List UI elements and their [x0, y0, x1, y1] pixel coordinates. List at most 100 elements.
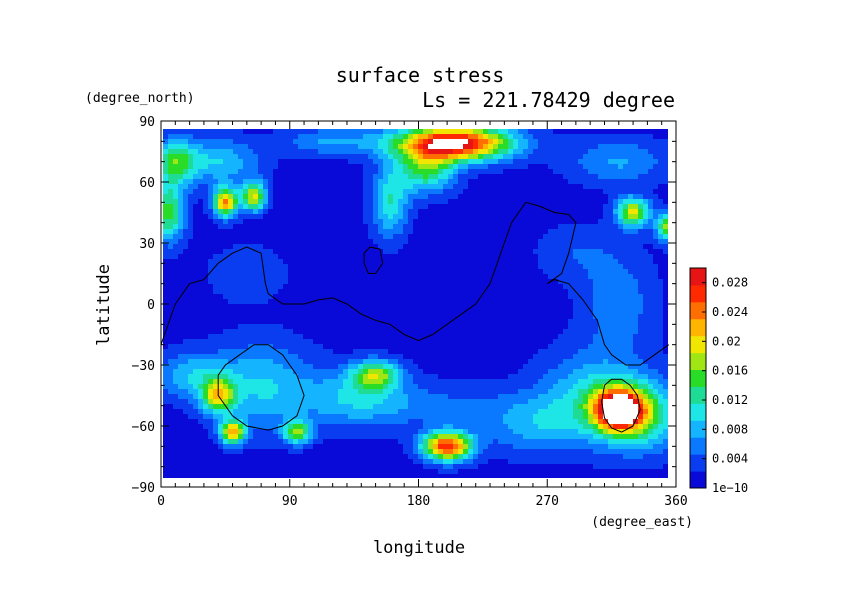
field-cell [573, 169, 578, 174]
field-cell [578, 229, 583, 234]
field-cell [298, 184, 303, 189]
field-cell [413, 159, 418, 164]
field-cell [293, 229, 298, 234]
field-cell [528, 329, 533, 334]
field-cell [228, 174, 233, 179]
field-cell [353, 299, 358, 304]
field-cell [348, 174, 353, 179]
field-cell [638, 184, 643, 189]
field-cell [433, 224, 438, 229]
field-cell [608, 134, 613, 139]
field-cell [418, 304, 423, 309]
field-cell [293, 184, 298, 189]
field-cell [468, 289, 473, 294]
field-cell [293, 254, 298, 259]
field-cell [273, 344, 278, 349]
field-cell [173, 334, 178, 339]
field-cell [613, 144, 618, 149]
field-cell [523, 369, 528, 374]
field-cell [338, 314, 343, 319]
field-cell [203, 149, 208, 154]
field-cell [218, 289, 223, 294]
field-cell [648, 279, 653, 284]
field-cell [658, 364, 663, 369]
field-cell [598, 184, 603, 189]
field-cell [173, 269, 178, 274]
field-cell [173, 304, 178, 309]
field-cell [203, 294, 208, 299]
field-cell [273, 209, 278, 214]
field-cell [648, 234, 653, 239]
field-cell [383, 249, 388, 254]
field-cell [583, 139, 588, 144]
field-cell [393, 224, 398, 229]
field-cell [643, 169, 648, 174]
field-cell [428, 134, 433, 139]
field-cell [493, 344, 498, 349]
field-cell [583, 224, 588, 229]
field-cell [393, 194, 398, 199]
field-cell [308, 224, 313, 229]
field-cell [163, 269, 168, 274]
field-cell [633, 194, 638, 199]
field-cell [598, 209, 603, 214]
field-cell [648, 354, 653, 359]
field-cell [533, 164, 538, 169]
field-cell [628, 219, 633, 224]
field-cell [493, 254, 498, 259]
field-cell [218, 359, 223, 364]
field-cell [188, 254, 193, 259]
field-cell [393, 164, 398, 169]
field-cell [223, 259, 228, 264]
field-cell [358, 269, 363, 274]
field-cell [348, 299, 353, 304]
field-cell [498, 144, 503, 149]
field-cell [443, 349, 448, 354]
field-cell [218, 149, 223, 154]
field-cell [418, 144, 423, 149]
field-cell [383, 364, 388, 369]
field-cell [543, 239, 548, 244]
field-cell [613, 274, 618, 279]
field-cell [288, 219, 293, 224]
field-cell [358, 214, 363, 219]
field-cell [183, 269, 188, 274]
field-cell [653, 339, 658, 344]
field-cell [558, 219, 563, 224]
field-cell [263, 134, 268, 139]
field-cell [518, 224, 523, 229]
field-cell [383, 334, 388, 339]
field-cell [348, 214, 353, 219]
field-cell [213, 139, 218, 144]
field-cell [218, 184, 223, 189]
field-cell [563, 239, 568, 244]
field-cell [313, 319, 318, 324]
field-cell [258, 254, 263, 259]
field-cell [238, 374, 243, 379]
field-cell [593, 249, 598, 254]
field-cell [418, 249, 423, 254]
field-cell [438, 209, 443, 214]
field-cell [338, 254, 343, 259]
field-cell [628, 149, 633, 154]
field-cell [638, 204, 643, 209]
field-cell [623, 219, 628, 224]
field-cell [303, 369, 308, 374]
field-cell [278, 279, 283, 284]
field-cell [663, 164, 668, 169]
field-cell [253, 264, 258, 269]
field-cell [623, 289, 628, 294]
field-cell [163, 214, 168, 219]
field-cell [498, 304, 503, 309]
field-cell [163, 289, 168, 294]
field-cell [438, 169, 443, 174]
field-cell [228, 164, 233, 169]
field-cell [348, 194, 353, 199]
field-cell [263, 314, 268, 319]
field-cell [358, 244, 363, 249]
field-cell [388, 239, 393, 244]
field-cell [458, 169, 463, 174]
field-cell [498, 334, 503, 339]
field-cell [638, 149, 643, 154]
field-cell [238, 289, 243, 294]
